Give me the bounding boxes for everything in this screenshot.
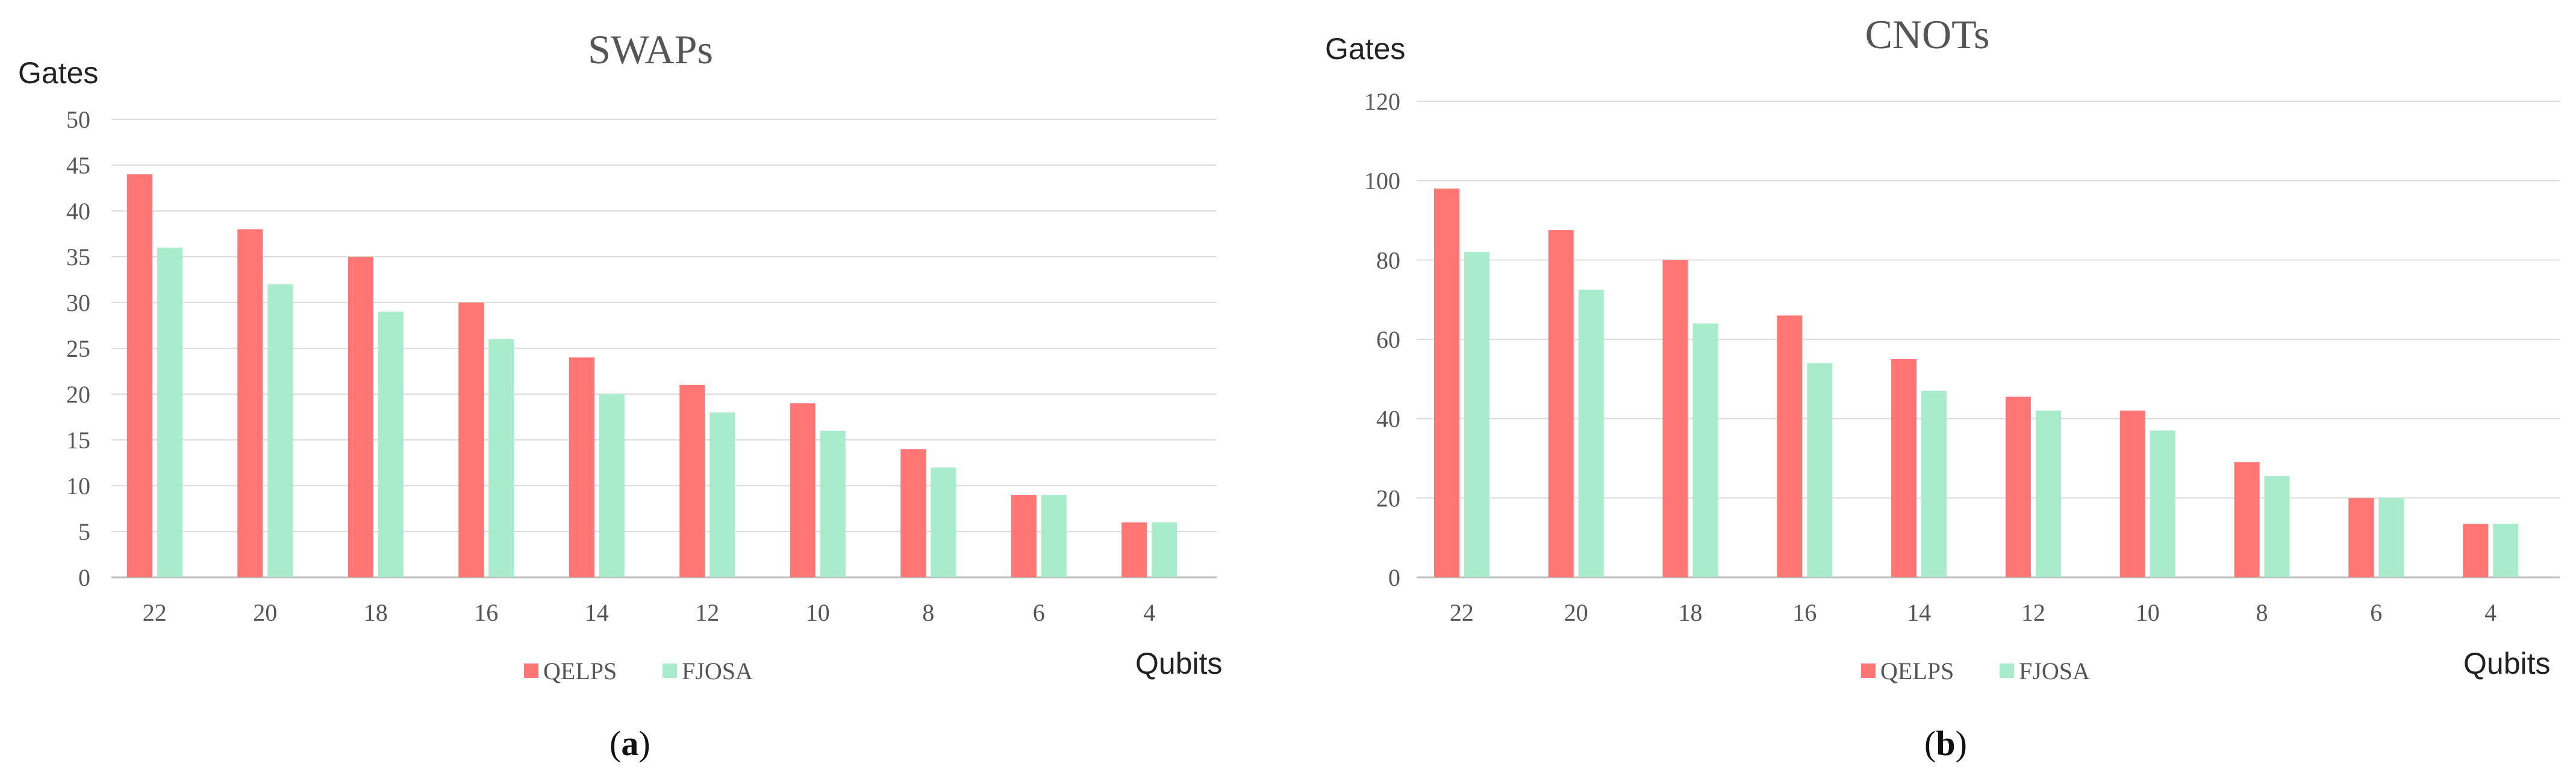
y-tick-label: 40 (66, 198, 90, 225)
x-tick-label: 10 (2136, 599, 2160, 626)
x-tick-label: 18 (364, 599, 388, 626)
chart-title: SWAPs (588, 27, 713, 72)
bar-fjosa-6 (2378, 498, 2404, 577)
bar-fjosa-16 (488, 339, 514, 577)
caption-a: (a) (610, 724, 650, 763)
bar-fjosa-8 (2264, 476, 2290, 577)
bar-fjosa-14 (1921, 391, 1947, 577)
legend-swatch-fjosa (2000, 663, 2014, 678)
y-tick-label: 60 (1376, 326, 1400, 353)
x-tick-label: 8 (2256, 599, 2268, 626)
bar-qelps-20 (237, 229, 263, 577)
x-tick-label: 16 (474, 599, 498, 626)
x-tick-label: 14 (1907, 599, 1931, 626)
x-tick-label: 12 (695, 599, 719, 626)
x-tick-label: 8 (922, 599, 934, 626)
x-tick-label: 18 (1679, 599, 1703, 626)
caption-b: (b) (1924, 724, 1967, 763)
x-axis-label: Qubits (2463, 647, 2551, 680)
bar-fjosa-20 (1578, 289, 1604, 577)
bar-fjosa-22 (157, 247, 182, 577)
x-tick-label: 20 (1564, 599, 1588, 626)
bar-qelps-12 (2005, 397, 2031, 577)
bar-fjosa-12 (709, 412, 735, 577)
y-axis-label: Gates (18, 56, 98, 90)
y-tick-label: 30 (66, 289, 90, 316)
cnots-chart: CNOTs Gates 0 20 40 60 80 100 120 22 20 18 16 14 12 10 8… (1325, 11, 2560, 685)
y-tick-label: 20 (66, 381, 90, 408)
bar-qelps-8 (2234, 462, 2260, 577)
bar-qelps-10 (2119, 410, 2145, 577)
bar-qelps-22 (1433, 188, 1459, 577)
y-axis-label: Gates (1325, 32, 1405, 66)
y-tick-label: 15 (66, 427, 90, 454)
legend-label-qelps: QELPS (1880, 657, 1954, 685)
bar-fjosa-12 (2035, 410, 2061, 577)
bar-qelps-16 (1777, 315, 1803, 577)
bar-fjosa-10 (820, 430, 846, 577)
x-tick-label: 16 (1792, 599, 1817, 626)
bar-qelps-6 (2348, 498, 2374, 577)
x-tick-label: 6 (2370, 599, 2382, 626)
bar-fjosa-6 (1041, 495, 1067, 577)
bar-fjosa-8 (931, 467, 956, 577)
bar-fjosa-18 (378, 312, 404, 577)
y-tick-label: 5 (78, 518, 90, 545)
bar-fjosa-22 (1464, 252, 1489, 578)
x-tick-label: 22 (143, 599, 167, 626)
bar-fjosa-18 (1692, 323, 1718, 577)
bar-fjosa-20 (267, 284, 293, 577)
bar-qelps-14 (1891, 359, 1917, 577)
legend-label-qelps: QELPS (543, 657, 617, 685)
legend-swatch-fjosa (663, 663, 677, 678)
bar-qelps-4 (1121, 522, 1147, 577)
x-tick-label: 10 (806, 599, 830, 626)
y-tick-label: 0 (78, 564, 90, 591)
legend-label-fjosa: FJOSA (2019, 657, 2090, 685)
legend-swatch-qelps (1861, 663, 1876, 678)
bar-qelps-6 (1011, 495, 1037, 577)
y-tick-label: 20 (1376, 485, 1400, 512)
bar-fjosa-14 (599, 394, 625, 577)
y-tick-label: 0 (1388, 564, 1400, 591)
bar-qelps-18 (348, 257, 373, 577)
legend-swatch-qelps (524, 663, 538, 678)
x-tick-label: 14 (585, 599, 609, 626)
bar-qelps-4 (2463, 524, 2489, 577)
y-tick-label: 80 (1376, 246, 1400, 274)
x-tick-label: 4 (1143, 599, 1155, 626)
x-tick-label: 6 (1033, 599, 1045, 626)
swaps-chart: SWAPs Gates 0 5 10 15 20 25 30 35 40 45 50 22 20 18 16 14… (18, 27, 1223, 685)
y-tick-label: 120 (1364, 88, 1400, 115)
bar-fjosa-16 (1807, 363, 1833, 577)
bar-qelps-8 (900, 449, 926, 577)
y-tick-label: 45 (66, 152, 90, 179)
bar-qelps-22 (126, 174, 152, 577)
bar-fjosa-4 (1152, 522, 1177, 577)
x-tick-label: 4 (2484, 599, 2496, 626)
bar-qelps-14 (569, 357, 594, 577)
bar-qelps-10 (790, 403, 816, 577)
x-tick-label: 12 (2021, 599, 2045, 626)
caption-b-letter: b (1936, 724, 1956, 763)
y-tick-label: 35 (66, 243, 90, 271)
y-tick-label: 25 (66, 335, 90, 362)
bar-qelps-20 (1548, 230, 1574, 577)
y-tick-label: 50 (66, 106, 90, 133)
x-tick-label: 20 (253, 599, 277, 626)
y-tick-label: 10 (66, 472, 90, 500)
x-tick-label: 22 (1450, 599, 1474, 626)
y-tick-label: 100 (1364, 168, 1400, 195)
bar-qelps-16 (458, 303, 484, 577)
bar-qelps-12 (679, 384, 705, 577)
legend-label-fjosa: FJOSA (682, 657, 753, 685)
y-tick-label: 40 (1376, 406, 1400, 433)
bar-qelps-18 (1662, 260, 1688, 577)
bar-fjosa-10 (2150, 430, 2175, 577)
caption-a-letter: a (621, 724, 639, 763)
x-axis-label: Qubits (1135, 647, 1223, 680)
chart-title: CNOTs (1865, 11, 1990, 57)
bar-fjosa-4 (2493, 524, 2519, 577)
